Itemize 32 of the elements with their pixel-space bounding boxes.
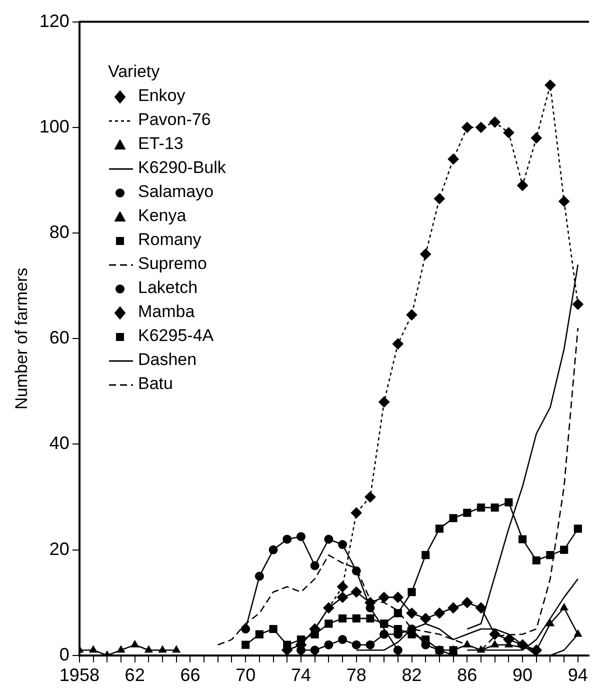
y-tick-label: 20 bbox=[49, 538, 70, 559]
legend-label: K6295-4A bbox=[138, 326, 214, 345]
legend-title: Variety bbox=[108, 61, 161, 83]
legend-label: Batu bbox=[138, 374, 173, 393]
legend-label: Dashen bbox=[138, 350, 197, 369]
y-tick-label: 80 bbox=[49, 222, 70, 242]
x-tick-label: 62 bbox=[124, 665, 145, 686]
y-tick-label: 120 bbox=[39, 10, 70, 31]
x-tick-label: 90 bbox=[512, 665, 533, 686]
x-tick-label: 78 bbox=[346, 665, 366, 686]
x-tick-label: 1958 bbox=[59, 665, 100, 686]
x-tick-label: 66 bbox=[180, 665, 200, 686]
x-tick-label: 74 bbox=[290, 665, 311, 686]
legend-label: Supremo bbox=[138, 254, 207, 273]
legend-label: Laketch bbox=[138, 278, 198, 297]
legend-label: K6290-Bulk bbox=[138, 158, 226, 177]
x-tick-label: 82 bbox=[402, 665, 422, 686]
x-tick-label: 70 bbox=[236, 665, 256, 686]
y-tick-label: 0 bbox=[59, 644, 70, 664]
legend-label: Enkoy bbox=[138, 86, 186, 105]
y-axis-title: Number of farmers bbox=[12, 268, 31, 410]
legend-label: Romany bbox=[138, 230, 202, 249]
legend-label: Salamayo bbox=[138, 182, 214, 201]
legend-label: Pavon-76 bbox=[138, 110, 211, 129]
x-tick-label: 94 bbox=[568, 665, 588, 686]
y-tick-label: 40 bbox=[49, 433, 70, 454]
y-tick-label: 100 bbox=[39, 116, 70, 136]
legend-label: Kenya bbox=[138, 206, 186, 225]
legend-label: ET-13 bbox=[138, 134, 184, 153]
legend-label: Mamba bbox=[138, 302, 195, 321]
y-tick-label: 60 bbox=[49, 328, 70, 348]
x-tick-label: 86 bbox=[457, 665, 478, 686]
